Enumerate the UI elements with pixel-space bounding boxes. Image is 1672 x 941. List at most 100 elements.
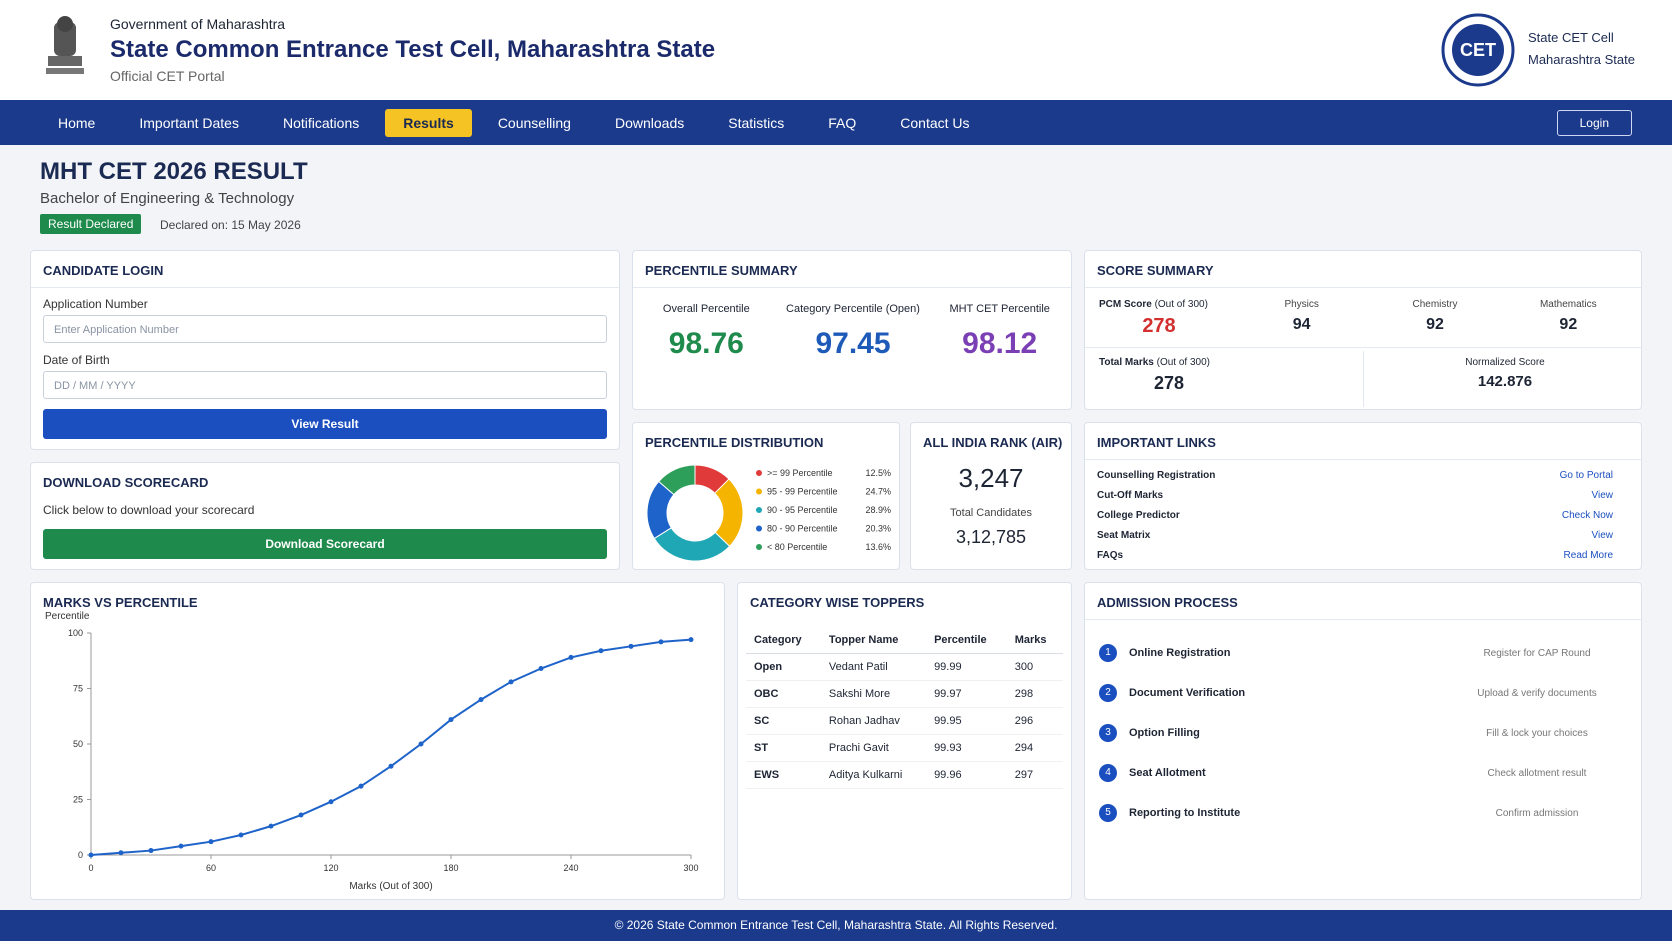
table-cell: Open — [746, 653, 821, 681]
application-input[interactable]: Enter Application Number — [43, 315, 607, 343]
step-note: Register for CAP Round — [1483, 647, 1591, 659]
line-marker — [298, 812, 304, 818]
line-marker — [328, 799, 334, 805]
link-action[interactable]: View — [1591, 529, 1614, 541]
value-label: 13.6% — [865, 542, 891, 552]
right-line: State CET Cell — [1528, 30, 1614, 45]
step-row: 1 Online Registration Register for CAP Rou… — [1099, 633, 1627, 673]
nav-item[interactable]: Results — [385, 108, 472, 137]
link-action[interactable]: Check Now — [1561, 509, 1613, 521]
subject-score: 92 — [1559, 316, 1578, 333]
table-cell: 99.96 — [926, 761, 1007, 789]
nav-item[interactable]: Downloads — [614, 114, 685, 131]
value-label: 12.5% — [865, 468, 891, 478]
field-label: Date of Birth — [43, 353, 110, 367]
card-title: PERCENTILE SUMMARY — [645, 263, 798, 278]
dob-input[interactable]: DD / MM / YYYY — [43, 371, 607, 399]
y-tick-label: 0 — [78, 850, 83, 860]
table-row: ST Prachi Gavit 99.93 294 — [746, 734, 1063, 762]
result-title: MHT CET 2026 RESULT — [40, 158, 308, 185]
x-tick-label: 60 — [206, 863, 216, 873]
legend-dot — [756, 488, 762, 495]
x-tick-label: 300 — [683, 863, 698, 873]
result-badge: Result Declared — [40, 214, 142, 234]
step-row: 3 Option Filling Fill & lock your choices — [1099, 713, 1627, 753]
y-axis-title: Percentile — [45, 611, 90, 622]
line-marker — [658, 639, 664, 645]
table-cell: 99.95 — [926, 707, 1007, 735]
nav-item[interactable]: Contact Us — [900, 114, 970, 131]
table-row: OBC Sakshi More 99.97 298 — [746, 680, 1063, 708]
air-card: ALL INDIA RANK (AIR) 3,247 Total Candida… — [910, 422, 1072, 570]
table-row: SC Rohan Jadhav 99.95 296 — [746, 707, 1063, 735]
table-cell: 298 — [1006, 680, 1063, 708]
nav-item[interactable]: Notifications — [282, 114, 360, 131]
header: Government of Maharashtra State Common E… — [0, 0, 1672, 100]
card-title: IMPORTANT LINKS — [1097, 435, 1216, 450]
login-button[interactable]: Login — [1556, 110, 1632, 136]
line-marker — [118, 850, 124, 856]
subject-name: Physics — [1284, 299, 1319, 310]
link-name: Seat Matrix — [1097, 529, 1151, 541]
nav-item[interactable]: Important Dates — [139, 114, 239, 131]
card-title: PERCENTILE DISTRIBUTION — [645, 435, 824, 450]
percentile-item: Category Percentile (Open) 97.45 — [780, 297, 927, 397]
value-label: 20.3% — [865, 524, 891, 534]
table-cell: Prachi Gavit — [820, 734, 927, 762]
pie-slice — [658, 464, 696, 496]
card-title: SCORE SUMMARY — [1097, 263, 1214, 278]
table-cell: 99.97 — [926, 680, 1007, 708]
total-label: Total Marks (Out of 300) — [1099, 357, 1210, 368]
nav-item[interactable]: FAQ — [828, 114, 857, 131]
line-marker — [238, 832, 244, 838]
toppers-table: Category Topper Name Percentile Marks Open Ve… — [746, 627, 1063, 789]
line-marker — [208, 839, 214, 845]
nav-item[interactable]: Counselling — [497, 114, 571, 131]
table-cell: Sakshi More — [820, 680, 927, 708]
subject-name: Chemistry — [1412, 299, 1458, 310]
download-button[interactable]: Download Scorecard — [43, 529, 607, 559]
link-action[interactable]: Read More — [1563, 549, 1613, 561]
total-candidates: 3,12,785 — [955, 527, 1027, 547]
value-label: 28.9% — [865, 505, 891, 515]
declared-date: Declared on: 15 May 2026 — [160, 218, 301, 232]
marks-chart-card: MARKS VS PERCENTILE Percentile Marks (Out… — [30, 582, 725, 900]
step-row: 5 Reporting to Institute Confirm admission — [1099, 793, 1627, 833]
step-name: Seat Allotment — [1129, 767, 1206, 779]
card-title: CATEGORY WISE TOPPERS — [750, 595, 925, 610]
line-series — [90, 638, 692, 856]
line-marker — [268, 823, 274, 829]
site-title: State Common Entrance Test Cell, Maharas… — [110, 36, 716, 63]
line-marker — [598, 648, 604, 654]
normalized-score: 142.876 — [1477, 373, 1533, 390]
percentile-value: 98.76 — [668, 327, 744, 360]
result-subtitle: Bachelor of Engineering & Technology — [40, 190, 295, 207]
links-list: Counselling Registration Go to Portal Cut-… — [1097, 465, 1629, 565]
nav-item[interactable]: Statistics — [728, 114, 785, 131]
footer: © 2026 State Common Entrance Test Cell, … — [0, 910, 1672, 941]
view-result-button[interactable]: View Result — [43, 409, 607, 439]
link-action[interactable]: View — [1591, 489, 1614, 501]
step-name: Document Verification — [1129, 687, 1246, 699]
field-label: Application Number — [43, 297, 148, 311]
table-cell: 99.93 — [926, 734, 1007, 762]
download-card: DOWNLOAD SCORECARD Click below to downlo… — [30, 462, 620, 570]
y-tick-label: 100 — [68, 628, 83, 638]
subject: Mathematics 92 — [1502, 299, 1635, 334]
link-row: FAQs Read More — [1097, 545, 1629, 565]
nav-item[interactable]: Home — [58, 114, 96, 131]
org-name: Government of Maharashtra — [110, 16, 286, 32]
legend-label: 80 - 90 Percentile — [767, 524, 838, 534]
step-name: Reporting to Institute — [1129, 807, 1241, 819]
line-marker — [88, 852, 94, 858]
table-cell: EWS — [746, 761, 821, 789]
step-name: Online Registration — [1129, 647, 1231, 659]
subject: Chemistry 92 — [1368, 299, 1501, 334]
link-action[interactable]: Go to Portal — [1559, 469, 1613, 481]
x-tick-label: 240 — [563, 863, 578, 873]
percentile-items: Overall Percentile 98.76 Category Percenti… — [633, 297, 1073, 397]
table-header: Percentile — [926, 627, 1007, 654]
percentile-value: 98.12 — [962, 327, 1038, 360]
toppers-card: CATEGORY WISE TOPPERS Category Topper Nam… — [737, 582, 1072, 900]
